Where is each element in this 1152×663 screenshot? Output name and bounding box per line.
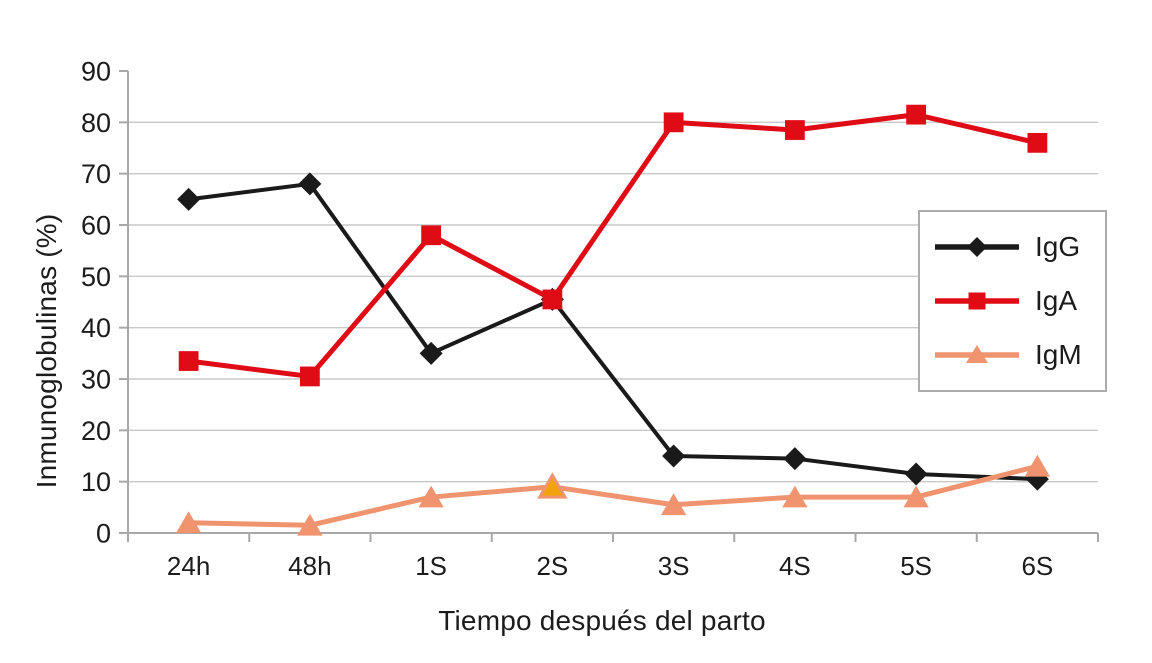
legend-label-iga: IgA <box>1035 285 1078 316</box>
y-axis-title: Inmunoglobulinas (%) <box>31 213 62 489</box>
y-tick-label: 60 <box>81 211 111 241</box>
igg-point <box>419 341 443 365</box>
y-tick-label: 30 <box>81 365 111 395</box>
iga-point <box>663 112 684 133</box>
y-tick-label: 40 <box>81 313 111 343</box>
legend-entry-igm: IgM <box>935 341 1105 369</box>
igm-point <box>175 511 202 534</box>
igm-point <box>1024 454 1051 477</box>
y-tick-label: 10 <box>81 467 111 497</box>
legend-entry-igg: IgG <box>935 233 1105 261</box>
y-tick-label: 50 <box>81 262 111 292</box>
igm-point <box>903 485 929 508</box>
x-tick-label: 48h <box>288 551 331 581</box>
igm-point <box>537 472 568 499</box>
iga-point <box>178 351 199 371</box>
legend-igg-line-marker-icon <box>935 237 1019 257</box>
x-tick-label: 4S <box>779 551 811 581</box>
y-tick-label: 70 <box>81 159 111 189</box>
igm-point <box>297 513 323 536</box>
iga-point <box>542 289 563 310</box>
x-tick-label: 3S <box>658 551 690 581</box>
igm-point <box>418 485 444 508</box>
igg-point <box>904 462 928 486</box>
y-tick-label: 20 <box>81 416 111 446</box>
series-line-igm <box>188 463 1038 528</box>
igm-point <box>782 485 808 508</box>
legend-sample-marker <box>967 237 987 257</box>
legend: IgG IgA IgM <box>918 210 1107 392</box>
x-tick-label: 1S <box>415 551 447 581</box>
igg-point <box>662 444 686 468</box>
iga-point <box>421 225 442 246</box>
igg-point <box>783 447 807 471</box>
y-tick-label: 90 <box>81 57 111 87</box>
iga-point <box>784 120 805 140</box>
legend-sample-marker <box>966 345 988 363</box>
legend-igm-line-marker-icon <box>935 345 1019 363</box>
x-axis-title: Tiempo después del parto <box>438 605 766 636</box>
y-tick-label: 80 <box>81 108 111 138</box>
iga-point <box>1027 132 1048 153</box>
igg-point <box>177 187 201 211</box>
legend-entry-iga: IgA <box>935 287 1105 315</box>
x-tick-label: 6S <box>1021 551 1053 581</box>
series-line-igg <box>188 181 1038 482</box>
igg-point <box>298 172 322 196</box>
iga-point <box>299 366 320 387</box>
x-tick-label: 24h <box>167 551 210 581</box>
x-tick-label: 5S <box>900 551 932 581</box>
x-tick-label: 2S <box>536 551 568 581</box>
iga-point <box>906 104 927 125</box>
legend-iga-line-marker-icon <box>935 292 1019 310</box>
igm-point <box>660 493 687 516</box>
legend-label-igg: IgG <box>1035 231 1081 262</box>
y-tick-label: 0 <box>96 519 111 549</box>
legend-label-igm: IgM <box>1035 339 1082 370</box>
series-line-iga <box>188 112 1038 379</box>
legend-sample-marker <box>968 292 986 310</box>
